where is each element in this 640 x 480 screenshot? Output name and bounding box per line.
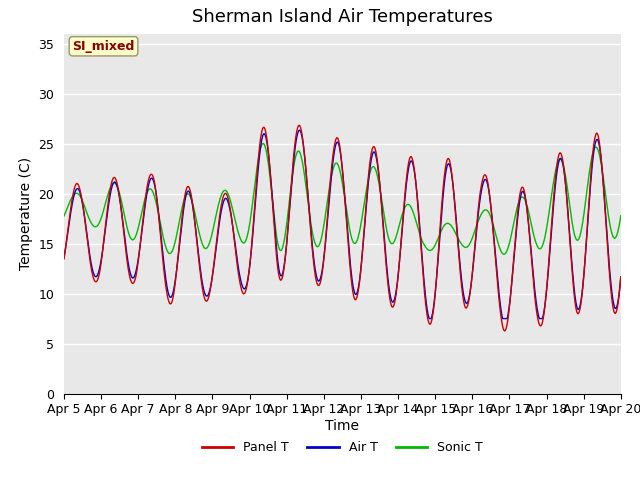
X-axis label: Time: Time: [325, 419, 360, 433]
Text: SI_mixed: SI_mixed: [72, 40, 135, 53]
Legend: Panel T, Air T, Sonic T: Panel T, Air T, Sonic T: [196, 436, 488, 459]
Y-axis label: Temperature (C): Temperature (C): [19, 157, 33, 270]
Title: Sherman Island Air Temperatures: Sherman Island Air Temperatures: [192, 9, 493, 26]
